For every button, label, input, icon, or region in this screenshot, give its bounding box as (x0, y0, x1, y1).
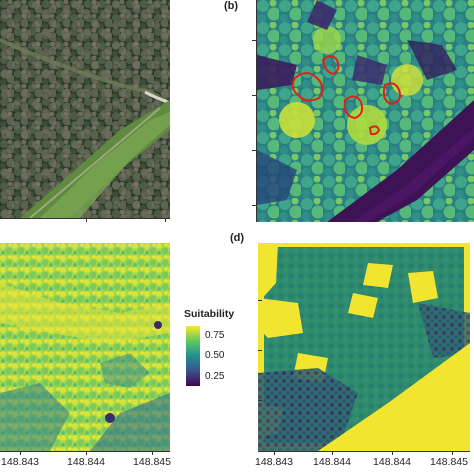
panel-d-label: (d) (230, 232, 245, 244)
panel-d-map (258, 243, 470, 451)
legend-label: 0.50 (205, 350, 225, 361)
orthophoto-axis-line (0, 218, 170, 219)
panel-d-tick (258, 350, 262, 351)
panel-b-tick (252, 95, 256, 96)
suitability-tick (20, 451, 21, 455)
panel-b-label: (b) (224, 0, 239, 12)
suitability-tick (86, 451, 87, 455)
legend-title: Suitability (184, 308, 235, 320)
x-tick-label: 148.844 (373, 456, 411, 468)
right-x-axis-labels: 148.843 148.844 148.844 148.845 (250, 456, 474, 470)
orthophoto-tick (86, 218, 87, 222)
suitability-raster (0, 243, 170, 451)
left-x-axis-labels: 148.843 148.844 148.845 (0, 456, 172, 470)
x-tick-label: 148.845 (133, 456, 171, 468)
panel-d-tick (392, 451, 393, 455)
orthophoto-panel (0, 0, 170, 218)
legend-label: 0.75 (205, 330, 225, 341)
panel-d-raster (258, 243, 470, 451)
x-tick-label: 148.844 (67, 456, 105, 468)
x-tick-label: 148.843 (1, 456, 39, 468)
x-tick-label: 148.843 (255, 456, 293, 468)
panel-d-tick (258, 400, 262, 401)
panel-b-map (257, 0, 474, 222)
legend-label: 0.25 (205, 371, 225, 382)
panel-b-tick (252, 150, 256, 151)
x-tick-label: 148.844 (313, 456, 351, 468)
candidate-outlines (291, 55, 401, 136)
panel-d-axis-line (258, 451, 470, 452)
panel-d-tick (452, 451, 453, 455)
panel-b-tick (252, 205, 256, 206)
panel-d-tick (332, 451, 333, 455)
orthophoto-tick (165, 218, 166, 222)
suitability-panel (0, 243, 170, 451)
legend-colorbar (186, 326, 200, 386)
x-tick-label: 148.845 (430, 456, 468, 468)
panel-b-raster (257, 0, 474, 222)
panel-d-tick (274, 451, 275, 455)
panel-b-axis-line (256, 0, 257, 222)
suitability-axis-line (0, 451, 170, 452)
panel-d-tick (258, 300, 262, 301)
suitability-tick (152, 451, 153, 455)
panel-b-tick (252, 40, 256, 41)
orthophoto-image (0, 0, 170, 218)
